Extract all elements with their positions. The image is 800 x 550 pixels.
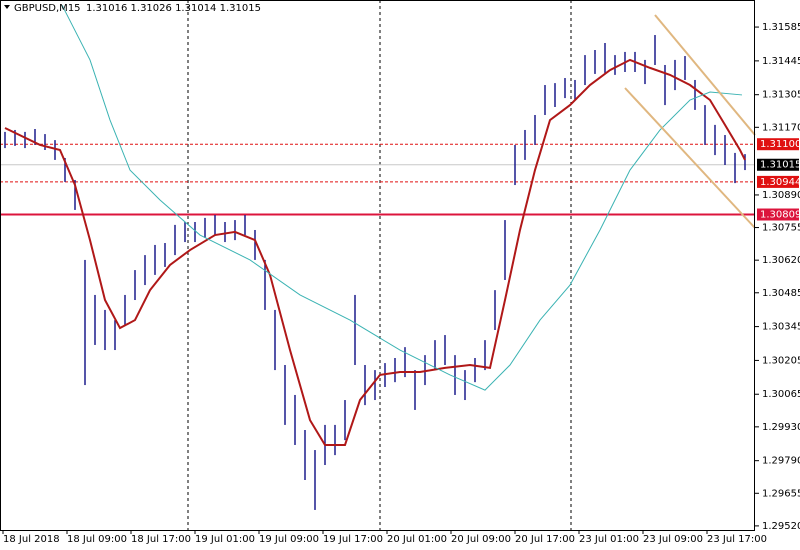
level-label: 1.31015: [760, 160, 800, 171]
y-tick-label: 1.30065: [762, 389, 800, 400]
menu-arrow: [4, 5, 10, 9]
level-box: [757, 158, 799, 171]
level-box: [757, 208, 799, 221]
x-tick-label: 23 Jul 17:00: [707, 534, 767, 545]
x-tick-label: 23 Jul 09:00: [643, 534, 703, 545]
level-box: [757, 175, 799, 188]
y-tick-label: 1.31305: [762, 90, 800, 101]
level-label: 1.31100: [760, 139, 800, 150]
level-box: [757, 138, 799, 151]
y-tick-label: 1.29520: [762, 521, 800, 532]
y-tick-label: 1.29930: [762, 422, 800, 433]
y-tick-label: 1.30345: [762, 322, 800, 333]
x-tick-label: 20 Jul 17:00: [515, 534, 575, 545]
y-tick-label: 1.31170: [762, 122, 800, 133]
x-tick-label: 18 Jul 2018: [3, 534, 60, 545]
level-label: 1.30809: [760, 210, 800, 221]
channel-line: [654, 14, 756, 136]
moving-average: [4, 58, 746, 446]
level-label: 1.30944: [760, 177, 800, 188]
x-tick-label: 19 Jul 09:00: [259, 534, 319, 545]
x-tick-label: 19 Jul 17:00: [323, 534, 383, 545]
symbol: GBPUSD,M15: [14, 3, 81, 14]
x-tick-label: 18 Jul 17:00: [131, 534, 191, 545]
y-tick-label: 1.30205: [762, 355, 800, 366]
y-tick-label: 1.30485: [762, 288, 800, 299]
quote: 1.31016 1.31026 1.31014 1.31015: [86, 3, 261, 14]
period-separators: [187, 0, 572, 530]
y-tick-label: 1.29655: [762, 488, 800, 499]
x-tick-label: 20 Jul 09:00: [451, 534, 511, 545]
y-tick-label: 1.30620: [762, 255, 800, 266]
y-tick-label: 1.29790: [762, 456, 800, 467]
y-tick-label: 1.31445: [762, 56, 800, 67]
plot-frame: [0, 0, 755, 531]
y-tick-label: 1.30890: [762, 190, 800, 201]
channel: [624, 14, 756, 229]
x-tick-label: 23 Jul 01:00: [579, 534, 639, 545]
x-tick-label: 18 Jul 09:00: [67, 534, 127, 545]
x-tick-label: 19 Jul 01:00: [195, 534, 255, 545]
y-tick-label: 1.30755: [762, 223, 800, 234]
channel-line: [624, 87, 756, 229]
y-tick-label: 1.31585: [762, 22, 800, 33]
moving-average: [61, 4, 743, 391]
x-tick-label: 20 Jul 01:00: [387, 534, 447, 545]
